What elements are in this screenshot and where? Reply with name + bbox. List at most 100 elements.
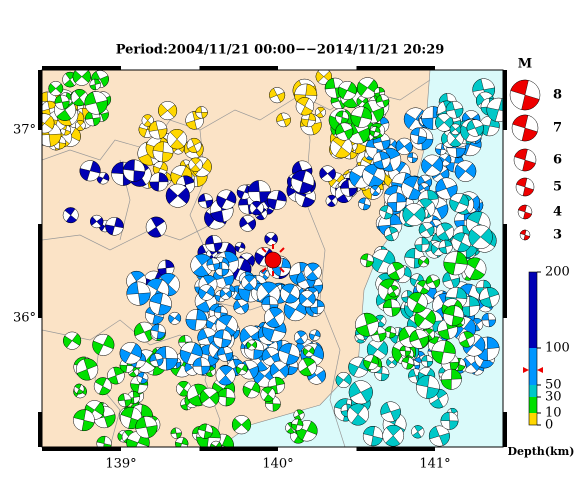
beachball-quadrant [192, 357, 211, 376]
beachball-quadrant [407, 152, 418, 163]
beachball-quadrant [440, 411, 459, 430]
beachball-quadrant [107, 366, 125, 385]
beachball-quadrant [105, 217, 124, 236]
beachball-quadrant [152, 141, 174, 163]
beachball-quadrant [149, 353, 164, 367]
beachball-quadrant [233, 299, 249, 314]
beachball-quadrant [371, 185, 380, 196]
colorbar-band [529, 348, 537, 385]
frame-segment [199, 66, 278, 70]
beachball-quadrant [73, 409, 95, 431]
beachball-quadrant [512, 114, 538, 142]
beachball-quadrant [89, 78, 101, 91]
beachball-quadrant [137, 372, 148, 384]
beachball-quadrant [443, 305, 464, 327]
beachball-quadrant [266, 307, 283, 328]
beachball-quadrant [418, 223, 435, 237]
beachball-quadrant [454, 163, 477, 180]
beachball-quadrant [408, 292, 427, 313]
beachball-quadrant [92, 334, 115, 355]
beachball-quadrant [337, 82, 357, 99]
magnitude-legend: 8 7 6 5 4 3 [509, 79, 562, 243]
frame-segment [503, 70, 507, 130]
beachball-quadrant [210, 441, 222, 447]
beachball-quadrant [428, 426, 450, 446]
beachball-quadrant [519, 229, 531, 241]
beachball-quadrant [76, 120, 85, 131]
legend-item [513, 148, 537, 172]
legend-label: 6 [553, 153, 562, 168]
beachball-quadrant [72, 70, 91, 84]
legend-item [517, 204, 533, 220]
beachball-quadrant [369, 126, 381, 137]
beachball-quadrant [158, 103, 178, 118]
beachball-quadrant [235, 364, 248, 375]
beachball-quadrant [276, 113, 291, 127]
beachball-quadrant [291, 418, 304, 431]
beachball-quadrant [479, 287, 500, 308]
legend-label: 7 [553, 121, 562, 136]
beachball-quadrant [63, 333, 82, 348]
beachball-quadrant [117, 393, 132, 407]
beachball-quadrant [348, 381, 373, 403]
beachball-quadrant [42, 115, 55, 130]
colorbar-band [529, 272, 537, 348]
beachball-quadrant [187, 138, 201, 153]
beachball-quadrant [421, 355, 434, 368]
beachball-quadrant [355, 312, 379, 337]
beachball-quadrant [278, 343, 300, 365]
beachball-quadrant [149, 172, 169, 192]
legend-item [519, 229, 531, 241]
beachball-quadrant [335, 373, 352, 387]
lat-label: 36° [13, 311, 36, 326]
beachball-quadrant [119, 343, 142, 364]
beachball-quadrant [379, 205, 393, 220]
beachball-quadrant [291, 170, 314, 194]
beachball-quadrant [445, 101, 464, 119]
beachball-quadrant [170, 427, 182, 439]
beachball-quadrant [64, 207, 77, 224]
beachball-quadrant [380, 402, 401, 422]
beachball-quadrant [514, 148, 536, 172]
beachball-quadrant [388, 285, 399, 298]
beachball-quadrant [516, 177, 534, 197]
beachball-quadrant [148, 120, 168, 140]
beachball-quadrant [440, 368, 462, 390]
beachball-quadrant [401, 356, 414, 370]
legend-label: 8 [553, 88, 562, 103]
beachball-quadrant [360, 253, 374, 268]
beachball-quadrant [335, 123, 354, 140]
lon-label: 141° [419, 457, 450, 472]
beachball-quadrant [126, 281, 151, 306]
title: Period:2004/11/21 00:00−−2014/11/21 20:2… [116, 43, 445, 58]
focal-mechanisms [42, 70, 503, 470]
beachball-quadrant [90, 216, 104, 227]
lon-label: 140° [262, 457, 293, 472]
beachball-quadrant [402, 206, 426, 223]
beachball-quadrant [195, 106, 208, 119]
beachball-quadrant [421, 157, 444, 174]
beachball-quadrant [73, 89, 86, 107]
frame-segment [199, 447, 278, 451]
beachball-quadrant [169, 129, 185, 150]
beachball-quadrant [449, 124, 462, 134]
beachball [232, 448, 254, 470]
beachball-quadrant [165, 187, 190, 205]
beachball-quadrant [363, 355, 379, 370]
beachball-quadrant [384, 226, 399, 242]
beachball-quadrant [510, 79, 540, 111]
beachball-quadrant [264, 233, 278, 245]
beachball-quadrant [298, 292, 316, 305]
colorbar-band [529, 397, 537, 413]
beachball-quadrant [76, 358, 98, 381]
beachball-quadrant [150, 323, 166, 340]
beachball-quadrant [206, 257, 220, 271]
colorbar-band [529, 413, 537, 425]
legend-label: 5 [553, 180, 562, 195]
beachball-quadrant [296, 97, 313, 116]
beachball-quadrant [418, 257, 430, 267]
beachball-quadrant [316, 106, 325, 118]
beachball-quadrant [48, 83, 64, 94]
